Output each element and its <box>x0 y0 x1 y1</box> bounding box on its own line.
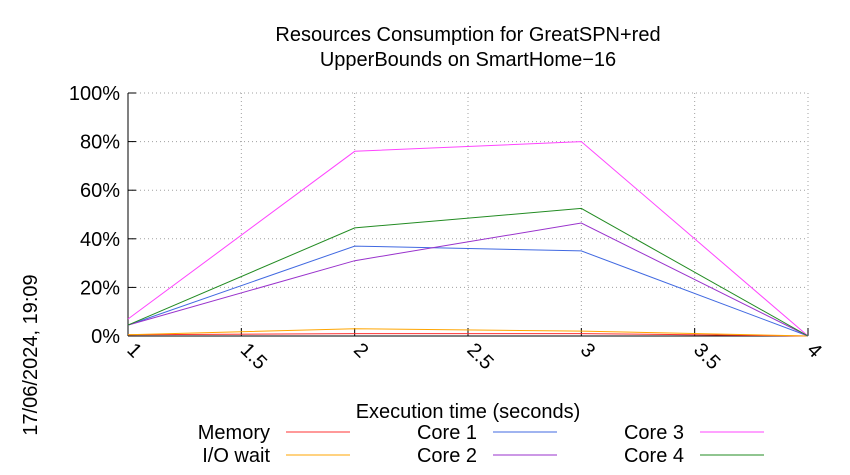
y-tick-label: 40% <box>80 229 120 251</box>
series-line-core-2 <box>127 222 809 337</box>
x-tick-label: 1 <box>122 339 145 362</box>
x-tick-label: 1.5 <box>236 339 271 374</box>
legend-label: Core 3 <box>624 422 684 444</box>
y-tick-label: 60% <box>80 180 120 202</box>
y-tick-label: 20% <box>80 277 120 299</box>
series-line-core-3 <box>127 141 809 337</box>
legend-label: I/O wait <box>202 445 270 467</box>
series-line-core-4 <box>127 207 809 337</box>
x-tick-label: 3 <box>576 339 599 362</box>
x-tick-label: 2.5 <box>462 339 497 374</box>
series-line-i-o-wait <box>127 328 809 337</box>
data-series <box>127 141 809 337</box>
legend-label: Core 1 <box>417 422 477 444</box>
x-axis-tick-labels: 1 1.5 2 2.5 3 3.5 4 <box>122 339 825 374</box>
x-axis-label: Execution time (seconds) <box>356 401 581 423</box>
legend-label: Core 4 <box>624 445 684 467</box>
series-line-core-1 <box>127 245 809 337</box>
y-tick-label: 80% <box>80 132 120 154</box>
x-tick-label: 3.5 <box>689 339 724 374</box>
legend-label: Memory <box>198 422 270 444</box>
y-axis-tick-labels: 0% 20% 40% 60% 80% 100% <box>69 83 120 348</box>
series-line-memory <box>127 333 809 337</box>
grid <box>127 92 809 337</box>
chart-title-line-1: Resources Consumption for GreatSPN+red <box>275 24 660 46</box>
legend-label: Core 2 <box>417 445 477 467</box>
timestamp-label: 17/06/2024, 19:09 <box>20 274 42 435</box>
y-tick-label: 100% <box>69 83 120 105</box>
y-tick-label: 0% <box>91 326 120 348</box>
chart-title-line-2: UpperBounds on SmartHome−16 <box>320 49 616 71</box>
x-tick-label: 2 <box>349 339 372 362</box>
x-tick-label: 4 <box>802 339 825 362</box>
